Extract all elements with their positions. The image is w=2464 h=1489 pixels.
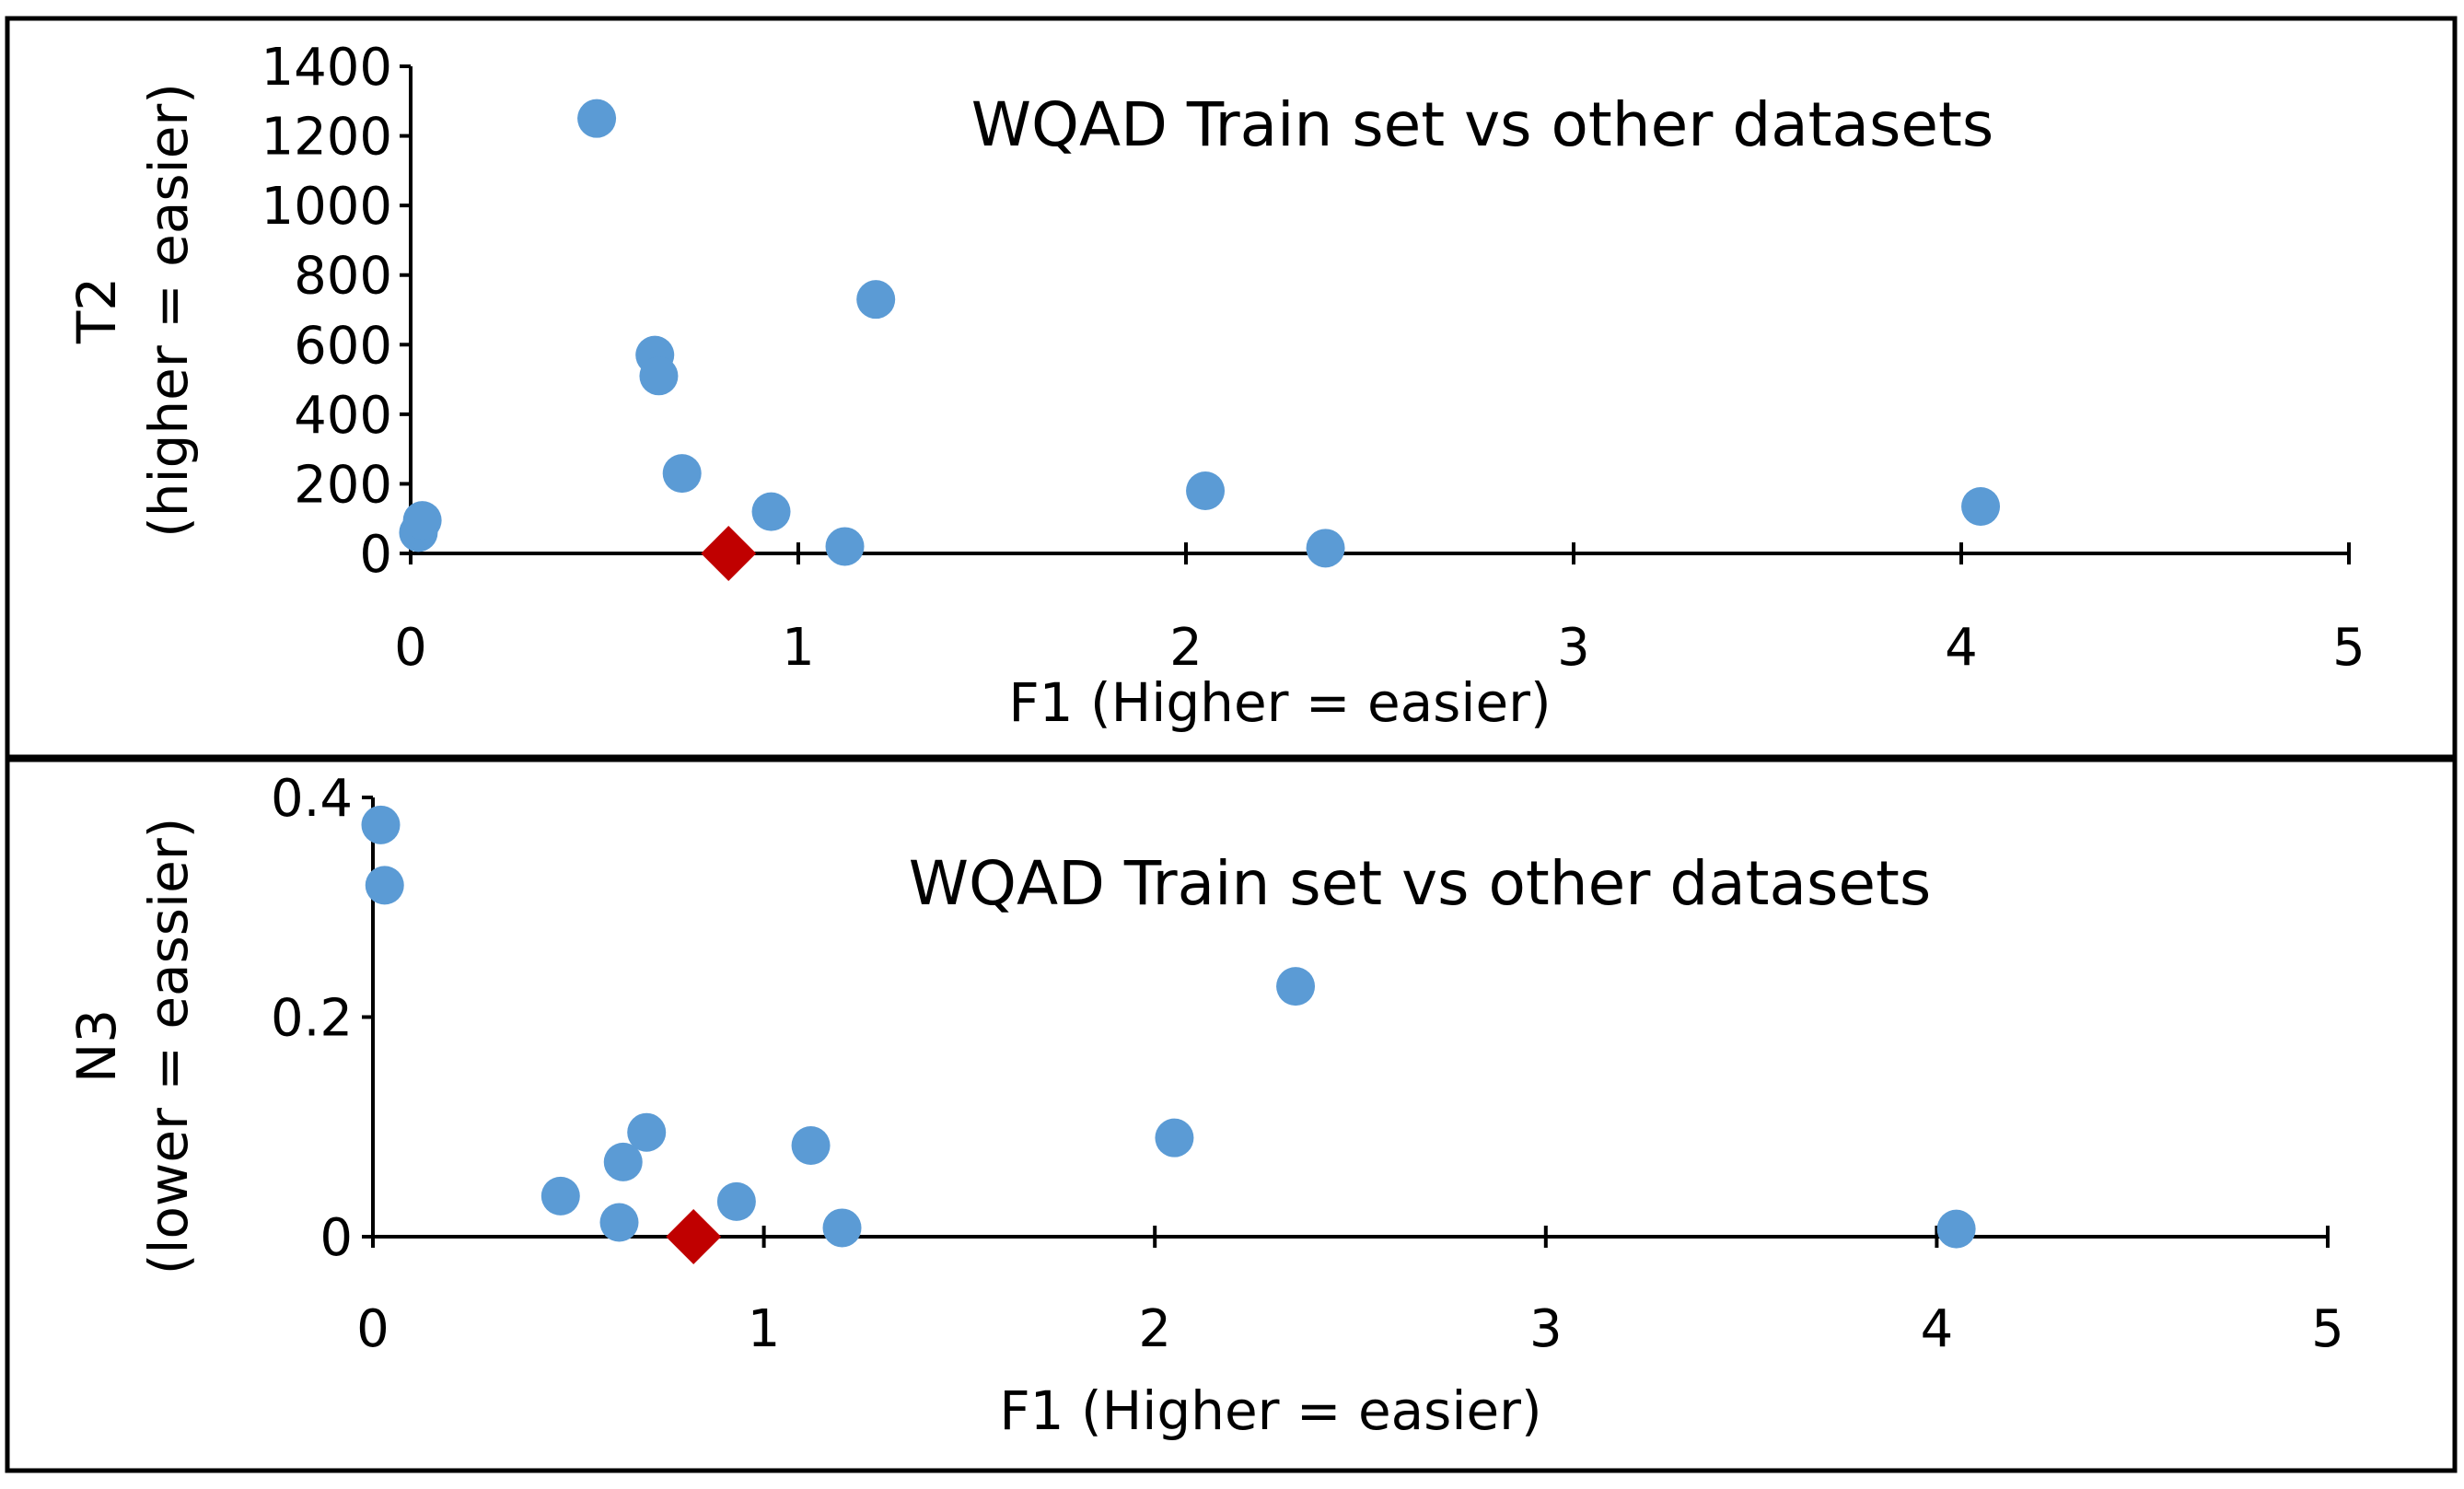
n3-dataset-point	[822, 1208, 862, 1248]
t2-y-tick-label: 1400	[261, 38, 392, 98]
t2-x-tick-label: 1	[782, 618, 815, 678]
t2-x-tick-label: 0	[394, 618, 427, 678]
t2-y-axis-title: T2	[65, 277, 128, 344]
t2-x-axis-title: F1 (Higher = easier)	[1008, 671, 1551, 734]
t2-dataset-point	[825, 527, 865, 566]
t2-dataset-point	[662, 454, 702, 494]
t2-ticks: 0 200 400 600 800 1000 1200 1400 0 1 2 3 4 5	[261, 38, 2365, 678]
t2-dataset-point	[639, 356, 679, 396]
n3-x-tick-label: 3	[1529, 1299, 1563, 1359]
t2-wqad-marker	[701, 526, 757, 581]
t2-x-tick-label: 5	[2332, 618, 2365, 678]
n3-x-axis-title: F1 (Higher = easier)	[999, 1379, 1541, 1442]
t2-y-tick-label: 600	[294, 316, 392, 376]
n3-y-tick-label: 0.4	[271, 769, 353, 829]
n3-y-axis-subtitle: (lower = eassier)	[137, 818, 200, 1275]
t2-dataset-point	[856, 280, 896, 320]
n3-x-tick-label: 1	[748, 1299, 781, 1359]
n3-chart-panel: WQAD Train set vs other datasets F1 (Hig…	[5, 757, 2458, 1473]
n3-dataset-point	[716, 1181, 756, 1221]
t2-y-tick-label: 400	[294, 386, 392, 446]
t2-dataset-point	[577, 99, 617, 138]
n3-dataset-point	[1276, 967, 1316, 1006]
t2-y-tick-label: 800	[294, 247, 392, 307]
n3-dataset-point	[791, 1126, 831, 1166]
n3-dataset-point	[1936, 1209, 1976, 1249]
t2-markers	[399, 99, 2001, 581]
t2-y-tick-label: 200	[294, 455, 392, 515]
n3-y-tick-label: 0	[320, 1208, 353, 1268]
t2-chart-panel: WQAD Train set vs other datasets F1 (Hig…	[5, 16, 2458, 760]
n3-dataset-point	[1155, 1118, 1194, 1157]
t2-panel-border	[5, 16, 2458, 760]
n3-dataset-point	[540, 1176, 580, 1216]
t2-dataset-point	[751, 492, 791, 531]
n3-dataset-point	[603, 1142, 643, 1181]
t2-dataset-point	[1306, 529, 1345, 568]
t2-dataset-point	[402, 501, 442, 541]
n3-x-tick-label: 0	[356, 1299, 389, 1359]
n3-markers	[361, 805, 1976, 1264]
t2-x-tick-label: 3	[1557, 618, 1590, 678]
n3-x-tick-label: 5	[2311, 1299, 2344, 1359]
t2-y-tick-label: 1200	[261, 108, 392, 168]
t2-dataset-point	[1186, 471, 1226, 510]
t2-chart-title: WQAD Train set vs other datasets	[971, 89, 1994, 160]
n3-y-tick-label: 0.2	[271, 989, 353, 1049]
n3-x-tick-label: 4	[1921, 1299, 1954, 1359]
n3-x-tick-label: 2	[1138, 1299, 1171, 1359]
n3-panel-border	[5, 757, 2458, 1473]
t2-y-axis-subtitle: (higher = easier)	[137, 83, 200, 538]
n3-dataset-point	[365, 866, 404, 905]
t2-x-tick-label: 4	[1945, 618, 1978, 678]
n3-wqad-marker	[666, 1209, 722, 1264]
t2-x-tick-label: 2	[1169, 618, 1203, 678]
n3-y-axis-title: N3	[65, 1009, 128, 1083]
t2-y-tick-label: 0	[359, 525, 392, 585]
n3-dataset-point	[599, 1203, 639, 1242]
t2-dataset-point	[1961, 486, 2001, 526]
t2-y-tick-label: 1000	[261, 177, 392, 237]
n3-dataset-point	[627, 1112, 667, 1152]
n3-chart-title: WQAD Train set vs other datasets	[909, 848, 1932, 919]
n3-dataset-point	[361, 805, 401, 844]
